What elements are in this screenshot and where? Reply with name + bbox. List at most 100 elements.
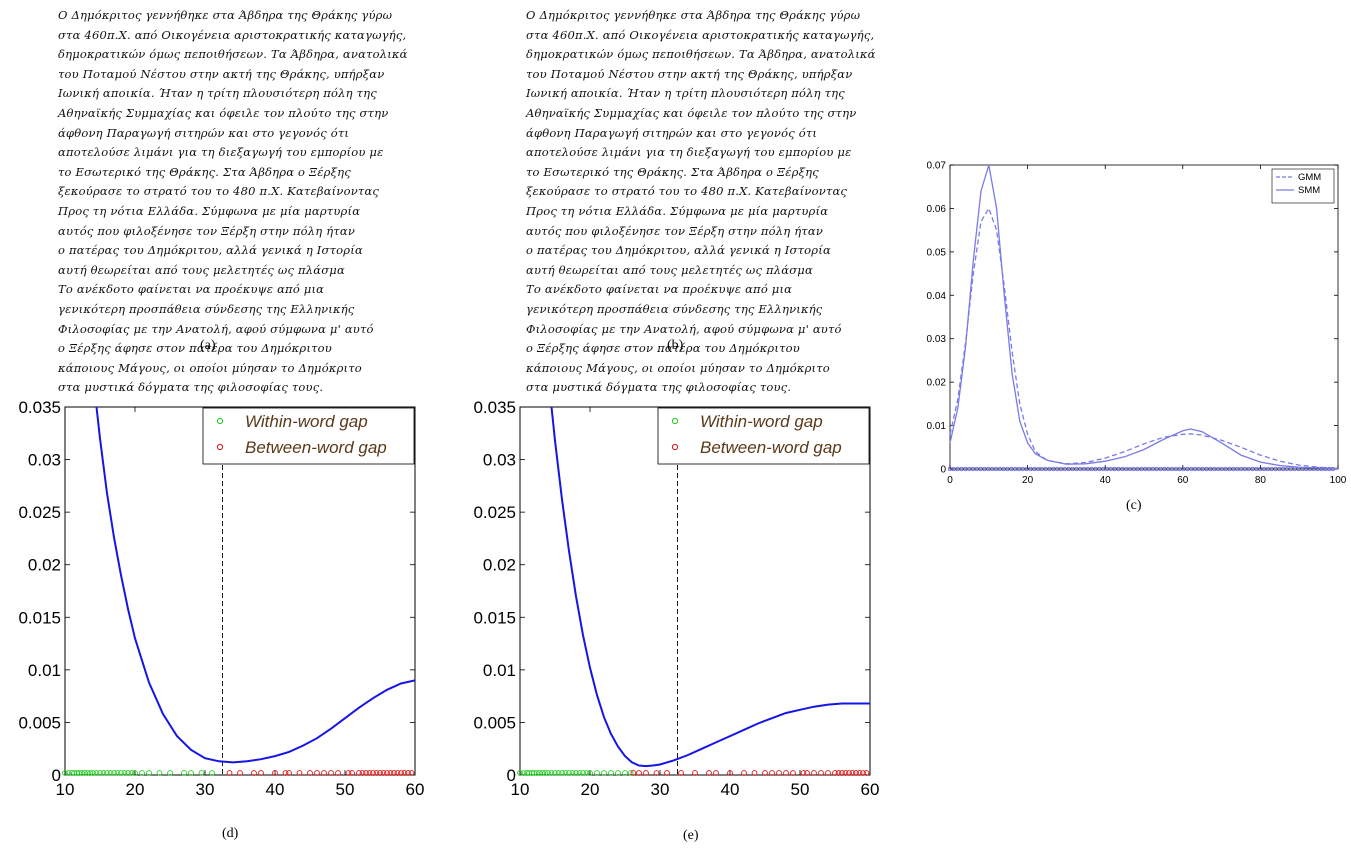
- x-tick-label: 0: [947, 475, 953, 486]
- text-line: δημοκρατικών όμως πεποιθήσεων. Τα Άβδηρα…: [58, 47, 408, 62]
- between-word-point: [636, 770, 642, 776]
- within-word-point: [576, 770, 583, 776]
- plot-frame: [519, 406, 871, 776]
- text-line: Αθηναϊκής Συμμαχίας και όφειλε τον πλούτ…: [526, 105, 857, 120]
- between-word-point: [272, 770, 278, 776]
- between-word-point: [391, 770, 397, 776]
- text-line: ξεκούρασε το στρατό του το 480 π.Χ. Κατε…: [526, 184, 848, 199]
- text-line: του Ποταμού Νέστου στην ακτή της Θράκης,…: [58, 66, 385, 81]
- x-tick-label: 60: [861, 780, 880, 799]
- within-word-point: [566, 770, 572, 776]
- between-word-point: [832, 770, 838, 776]
- text-line: κάποιους Μάγους, οι οποίοι μύησαν το Δημ…: [526, 360, 830, 375]
- y-tick-label: 0.015: [18, 608, 61, 627]
- legend-label: Within-word gap: [245, 412, 368, 431]
- handwritten-text-b: O Δημόκριτος γεννήθηκε στα Άβδηρα της Θρ…: [526, 6, 876, 398]
- between-word-point: [762, 770, 768, 776]
- legend-marker: [216, 417, 224, 425]
- within-word-point: [587, 770, 593, 776]
- y-tick-label: 0.07: [927, 161, 947, 172]
- plot-frame: [949, 164, 1339, 470]
- x-tick-label: 20: [581, 780, 600, 799]
- within-word-point: [548, 770, 555, 776]
- x-tick-label: 10: [56, 780, 75, 799]
- within-word-point: [62, 770, 68, 776]
- between-word-point: [692, 770, 698, 776]
- between-word-point: [328, 770, 334, 776]
- between-word-point: [856, 770, 863, 776]
- caption-b: (b): [667, 338, 684, 353]
- within-word-point: [97, 770, 103, 776]
- within-word-point: [188, 770, 194, 776]
- y-tick-label: 0.02: [927, 378, 947, 389]
- legend: [202, 407, 415, 465]
- within-word-point: [562, 770, 569, 776]
- text-line: Φιλοσοφίας με την Ανατολή, αφού σύμφωνα …: [58, 321, 374, 336]
- within-word-point: [104, 770, 110, 776]
- within-word-point: [198, 770, 205, 776]
- x-tick-label: 40: [266, 780, 285, 799]
- between-word-point: [258, 770, 264, 776]
- within-word-point: [121, 770, 128, 776]
- y-tick-label: 0.005: [473, 713, 516, 732]
- between-word-point: [387, 770, 394, 776]
- chart-d: 0 0.005 0.01 0.015 0.02 0.025 0.03 0.035 10 20 30 4…: [18, 398, 424, 799]
- gmm-series: [949, 206, 1339, 469]
- within-word-point: [76, 770, 82, 776]
- text-line: αυτή θεωρείται από τους μελετητές ως πλά…: [526, 262, 813, 277]
- between-word-point: [727, 770, 733, 776]
- y-tick-label: 0.03: [927, 334, 947, 345]
- x-tick-label: 20: [126, 780, 145, 799]
- between-word-point: [286, 770, 292, 776]
- between-word-point: [363, 770, 369, 776]
- between-word-point: [251, 770, 257, 776]
- within-word-point: [167, 770, 173, 776]
- between-word-point: [384, 770, 390, 776]
- between-word-point: [751, 770, 758, 776]
- y-tick-label: 0.02: [483, 556, 516, 575]
- within-word-point: [209, 770, 215, 776]
- legend-marker: [216, 443, 224, 451]
- text-line: στα 460π.Χ. από Οικογένεια αριστοκρατική…: [58, 27, 407, 42]
- y-tick-label: 0.025: [18, 503, 61, 522]
- y-tick-label: 0.04: [927, 291, 947, 302]
- between-word-point: [769, 770, 775, 776]
- text-line: Προς τη νότια Ελλάδα. Σύμφωνα με μία μαρ…: [58, 203, 361, 218]
- text-line: άφθονη Παραγωγή σιτηρών και στο γεγονός …: [526, 125, 818, 140]
- between-word-point: [380, 770, 387, 776]
- chart-c: 0 0.01 0.02 0.03 0.04 0.05 0.06 0.07 0 20 40 60 80 10…: [927, 161, 1347, 487]
- between-word-point: [741, 770, 747, 776]
- text-line: γενικότερη προσπάθεια σύνδεσης της Ελλην…: [58, 301, 355, 316]
- between-word-point: [825, 770, 831, 776]
- between-word-point: [349, 770, 355, 776]
- text-line: O Δημόκριτος γεννήθηκε στα Άβδηρα της Θρ…: [526, 8, 861, 22]
- text-line: Προς τη νότια Ελλάδα. Σύμφωνα με μία μαρ…: [526, 203, 829, 218]
- between-word-point: [394, 770, 401, 776]
- legend-label: Between-word gap: [700, 438, 842, 457]
- y-tick-label: 0.025: [473, 503, 516, 522]
- between-word-point: [405, 770, 411, 776]
- y-tick-label: 0: [507, 766, 516, 785]
- panel-a: O Δημόκριτος γεννήθηκε στα Άβδηρα της Θρ…: [0, 0, 407, 394]
- panel-b: O Δημόκριτος γεννήθηκε στα Άβδηρα της Θρ…: [0, 0, 900, 394]
- between-word-point: [377, 770, 383, 776]
- between-word-point: [335, 770, 341, 776]
- within-word-point: [132, 770, 138, 776]
- between-word-point: [366, 770, 373, 776]
- text-line: αποτελούσε λιμάνι για τη διεξαγωγή του ε…: [58, 145, 384, 160]
- between-word-point: [790, 770, 796, 776]
- between-word-point: [842, 770, 849, 776]
- y-tick-label: 0.005: [18, 713, 61, 732]
- legend-label: GMM: [1298, 172, 1321, 183]
- text-line: Φιλοσοφίας με την Ανατολή, αφού σύμφωνα …: [526, 321, 842, 336]
- text-line: στα 460π.Χ. από Οικογένεια αριστοκρατική…: [526, 27, 875, 42]
- between-word-point: [314, 770, 320, 776]
- between-word-point: [296, 770, 303, 776]
- within-word-point: [555, 770, 562, 776]
- between-word-point: [783, 770, 789, 776]
- between-word-point: [345, 770, 352, 776]
- handwritten-text-a: O Δημόκριτος γεννήθηκε στα Άβδηρα της Θρ…: [58, 6, 408, 398]
- text-line: ο πατέρας του Δημόκριτου, αλλά γενικά η …: [526, 243, 831, 258]
- within-word-point: [615, 770, 621, 776]
- within-word-point: [536, 770, 543, 776]
